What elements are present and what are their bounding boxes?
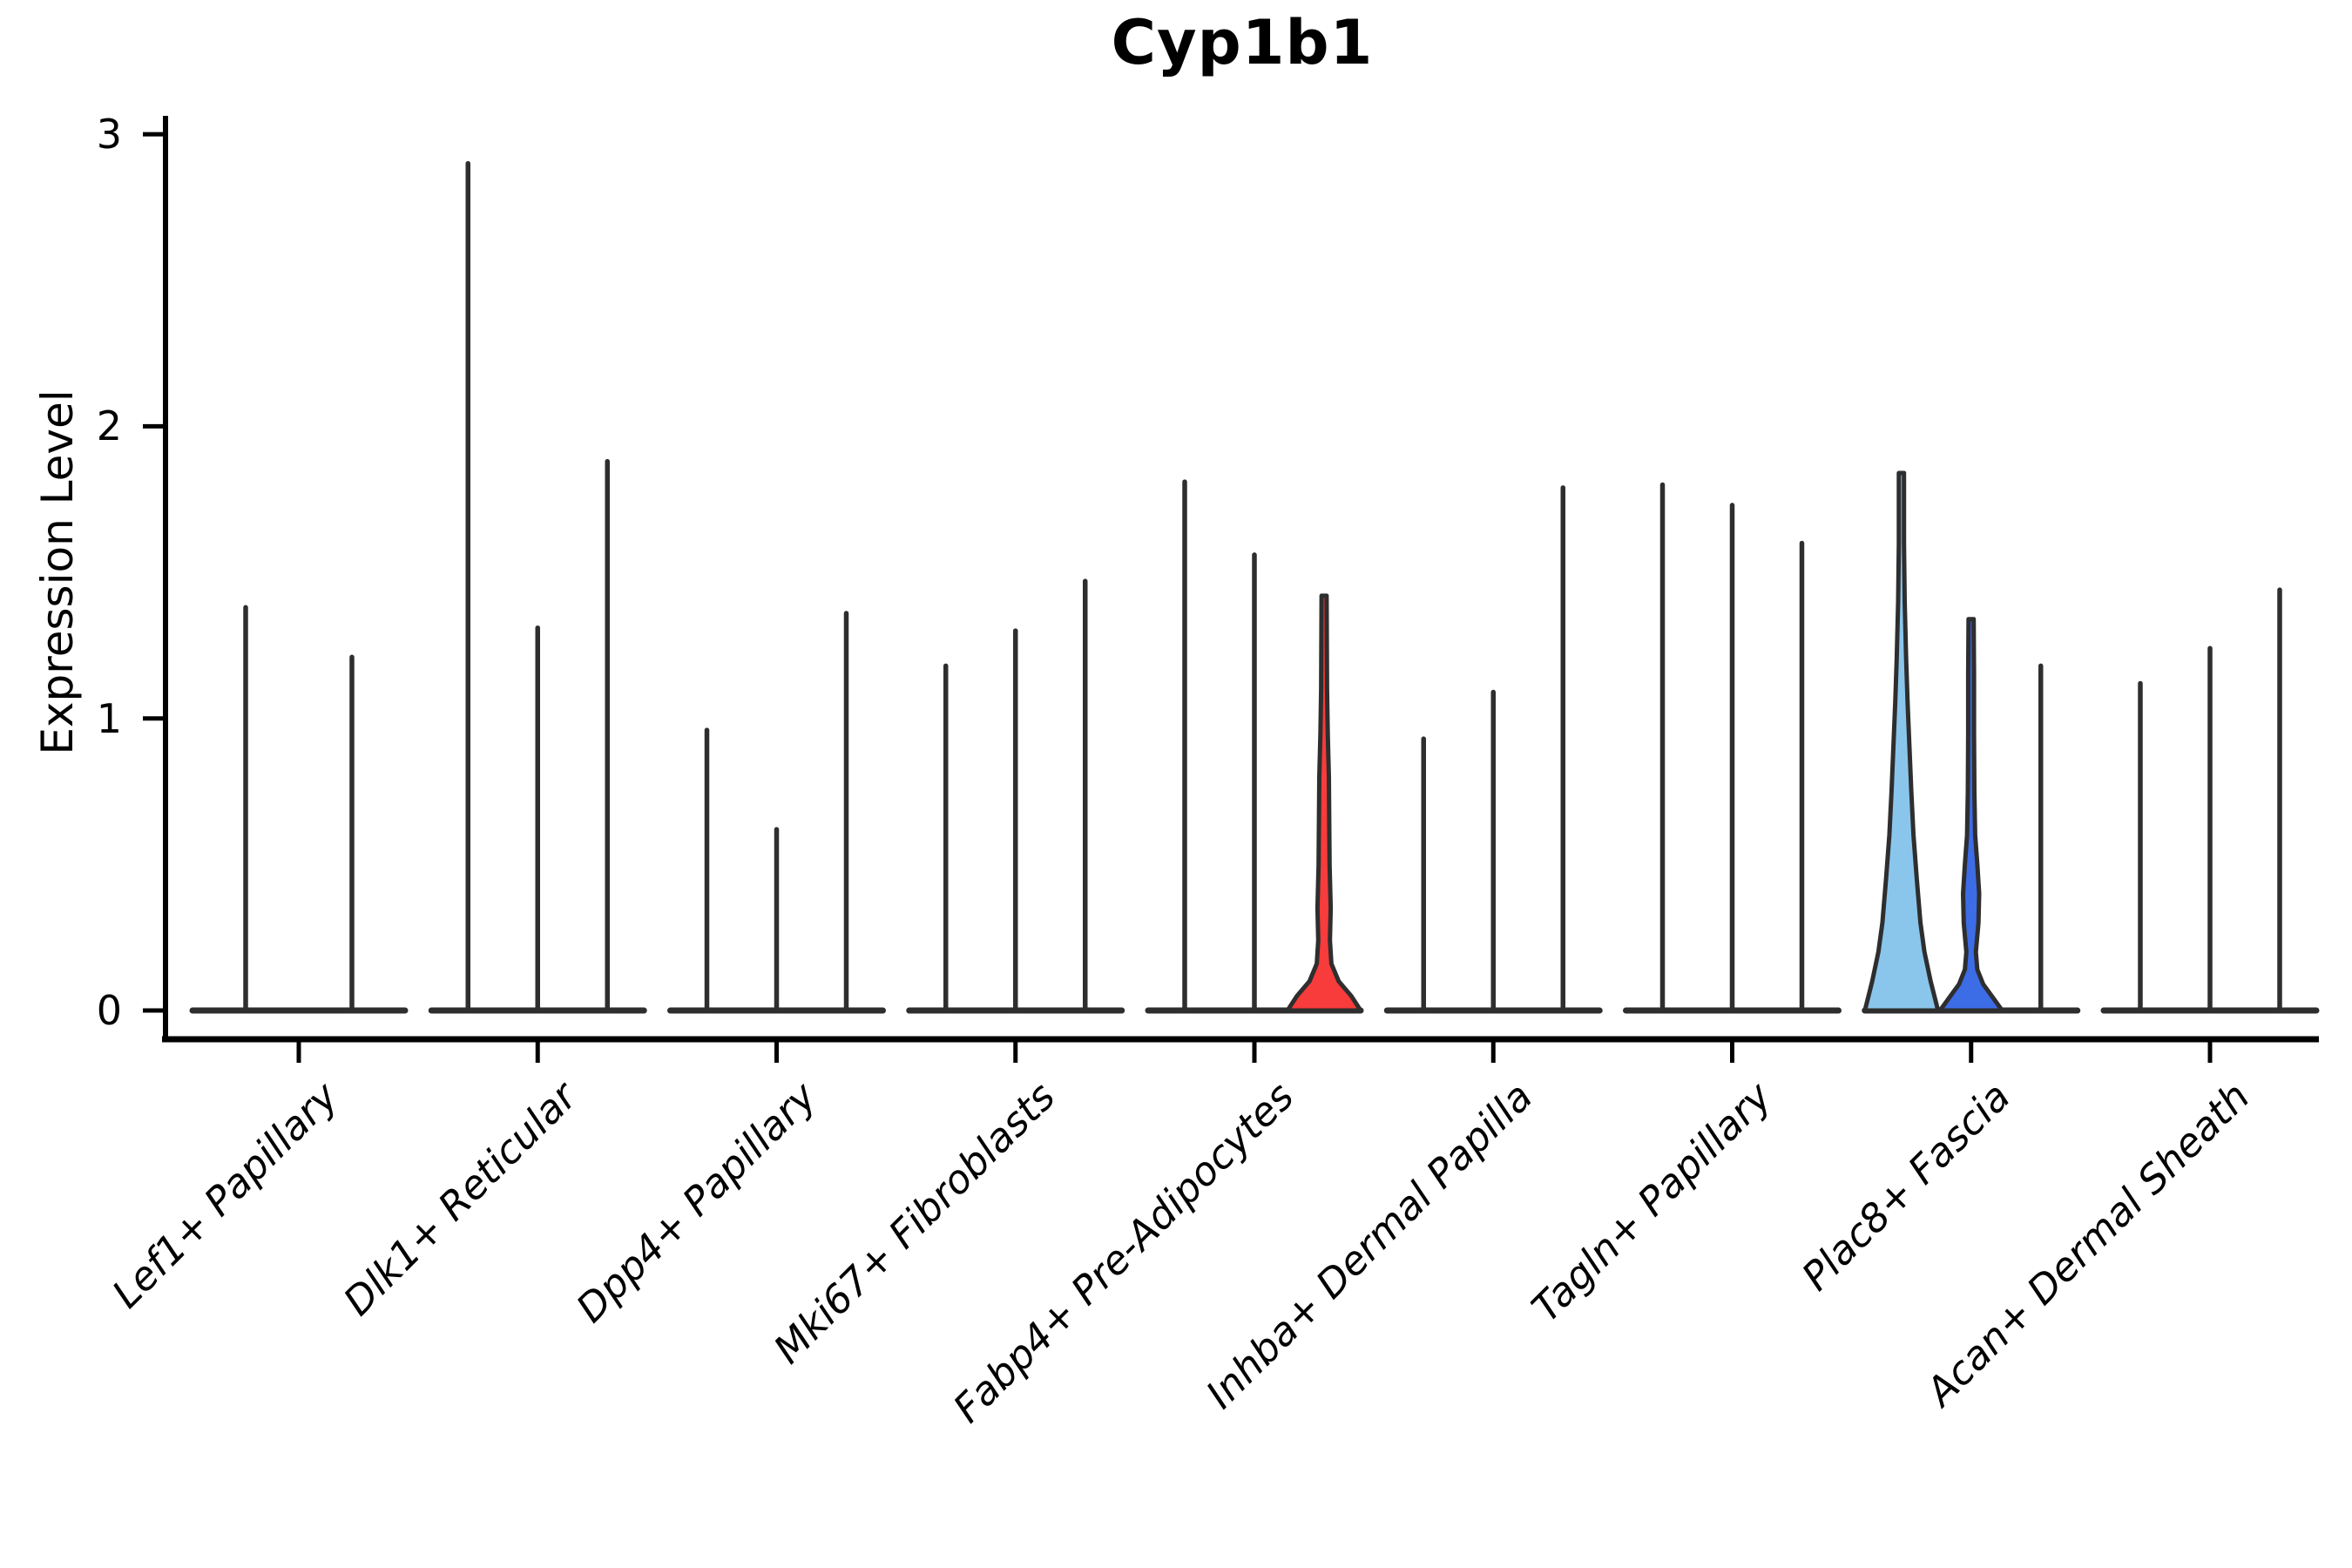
violin-body bbox=[1862, 470, 1941, 1013]
y-tick-label: 1 bbox=[96, 694, 122, 742]
chart-title: Cyp1b1 bbox=[1111, 7, 1374, 78]
y-tick-label: 2 bbox=[96, 402, 122, 450]
y-tick-label: 3 bbox=[96, 111, 122, 159]
violin-body bbox=[1937, 617, 2004, 1013]
y-tick-label: 0 bbox=[96, 987, 122, 1034]
violin-body bbox=[1285, 593, 1363, 1013]
y-axis-title: Expression Level bbox=[32, 389, 83, 755]
